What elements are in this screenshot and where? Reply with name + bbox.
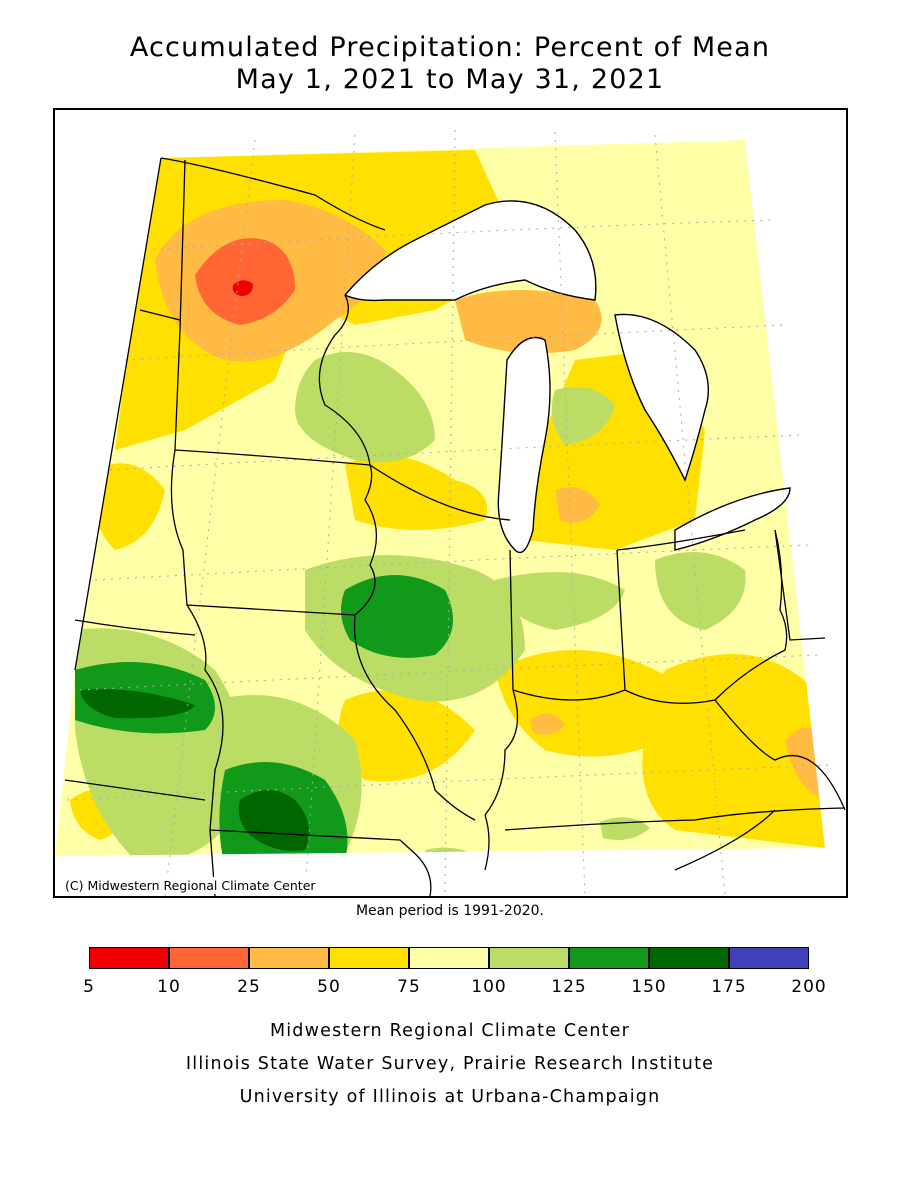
- legend-swatch: [649, 947, 729, 969]
- lake-huron: [614, 313, 710, 482]
- lake-erie: [674, 487, 791, 551]
- legend-swatch: [329, 947, 409, 969]
- color-legend: [89, 947, 810, 971]
- map-date-range: May 1, 2021 to May 31, 2021: [235, 64, 665, 95]
- legend-tick-label: 10: [157, 977, 181, 997]
- state-boundaries: [64, 157, 846, 896]
- credit-isws: Illinois State Water Survey, Prairie Res…: [185, 1054, 715, 1074]
- legend-swatch: [409, 947, 489, 969]
- legend-tick-label: 200: [791, 977, 827, 997]
- credit-uiuc: University of Illinois at Urbana-Champai…: [239, 1087, 661, 1107]
- legend-tick-label: 175: [711, 977, 747, 997]
- legend-swatch: [89, 947, 169, 969]
- mean-period-note: Mean period is 1991-2020.: [355, 903, 545, 919]
- legend-tick-label: 125: [551, 977, 587, 997]
- lake-michigan: [497, 336, 551, 554]
- precipitation-map: (C) Midwestern Regional Climate Center: [53, 108, 848, 898]
- map-outside: [55, 110, 846, 896]
- legend-swatch: [729, 947, 809, 969]
- legend-swatch: [169, 947, 249, 969]
- legend-tick-label: 25: [237, 977, 261, 997]
- lake-superior: [343, 200, 597, 302]
- legend-tick-label: 75: [397, 977, 421, 997]
- canada-border: [160, 157, 386, 231]
- legend-swatch: [249, 947, 329, 969]
- legend-tick-label: 5: [83, 977, 95, 997]
- legend-tick-label: 100: [471, 977, 507, 997]
- copyright-label: (C) Midwestern Regional Climate Center: [61, 877, 320, 894]
- legend-swatch: [489, 947, 569, 969]
- credit-mrcc: Midwestern Regional Climate Center: [269, 1021, 631, 1041]
- graticule: [66, 129, 831, 896]
- great-lakes: [343, 200, 791, 554]
- legend-swatch: [569, 947, 649, 969]
- map-title: Accumulated Precipitation: Percent of Me…: [129, 32, 771, 63]
- legend-tick-label: 50: [317, 977, 341, 997]
- zone-150-175: [80, 689, 310, 851]
- legend-tick-label: 150: [631, 977, 667, 997]
